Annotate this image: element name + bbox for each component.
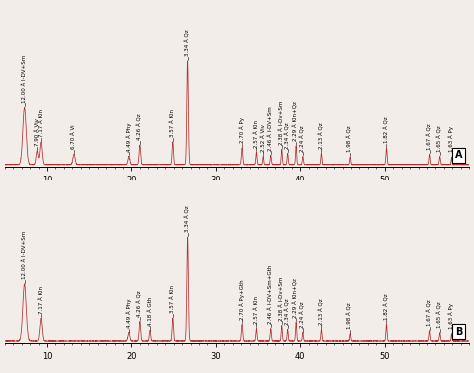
Text: 1.82 Å Qz: 1.82 Å Qz [384,117,389,143]
Text: 2.57 Å Kln: 2.57 Å Kln [254,296,259,324]
Text: 3.57 Å Kln: 3.57 Å Kln [170,109,175,137]
Text: B: B [455,327,462,337]
Text: 2.70 Å Py+Gth: 2.70 Å Py+Gth [239,279,245,320]
Text: 4.26 Å Qz: 4.26 Å Qz [137,290,143,317]
Text: 12.00 Å I-DV+Sm: 12.00 Å I-DV+Sm [22,54,27,103]
Text: 2.24 Å Qz: 2.24 Å Qz [301,125,305,152]
Text: 2.46 Å I-DV+Sm: 2.46 Å I-DV+Sm [268,106,273,151]
Text: 1.82 Å Qz: 1.82 Å Qz [384,293,389,320]
Text: 2.34 Å Qz: 2.34 Å Qz [285,122,290,149]
Text: 2.24 Å Qz: 2.24 Å Qz [301,301,305,328]
Text: 12.00 Å I-DV+Sm: 12.00 Å I-DV+Sm [22,231,27,279]
Text: 4.18 Å Gth: 4.18 Å Gth [147,297,153,326]
Text: 2.29 Å Kln+Qz: 2.29 Å Kln+Qz [293,278,299,317]
Text: 2.38 Å I-Dv+Sm: 2.38 Å I-Dv+Sm [279,100,284,145]
Text: 2.13 Å Qz: 2.13 Å Qz [319,298,324,325]
Text: 1.98 Å Qz: 1.98 Å Qz [347,126,353,153]
Text: 3.34 Å Qz: 3.34 Å Qz [185,29,190,56]
Text: 1.63 Å Py: 1.63 Å Py [449,303,455,329]
Text: 2.57 Å Kln: 2.57 Å Kln [254,120,259,148]
Text: 7.17 Å Kln: 7.17 Å Kln [38,285,44,314]
Text: 3.57 Å Kln: 3.57 Å Kln [170,285,175,313]
Text: A: A [455,150,462,160]
Text: 6.70 Å Vi: 6.70 Å Vi [72,125,76,150]
Text: 4.49 Å Phy: 4.49 Å Phy [126,122,132,152]
Text: 1.67 Å Qz: 1.67 Å Qz [427,300,432,326]
Text: 1.67 Å Qz: 1.67 Å Qz [427,123,432,150]
Text: 1.65 Å Qz: 1.65 Å Qz [437,301,442,328]
Text: 4.26 Å Qz: 4.26 Å Qz [137,114,143,140]
Text: 3.34 Å Qz: 3.34 Å Qz [185,206,190,232]
Text: 2.46 Å I-DV+Sm+Gth: 2.46 Å I-DV+Sm+Gth [268,264,273,324]
Text: 1.65 Å Qz: 1.65 Å Qz [437,125,442,152]
Text: 1.98 Å Qz: 1.98 Å Qz [347,303,353,329]
Text: 2.13 Å Qz: 2.13 Å Qz [319,122,324,149]
Text: 2.34 Å Qz: 2.34 Å Qz [285,298,290,325]
Text: 7.90 Å Viv: 7.90 Å Viv [35,118,40,146]
Text: 7.17 Å Kln: 7.17 Å Kln [38,109,44,137]
Text: 2.38 Å I-Dv+Sm: 2.38 Å I-Dv+Sm [279,276,284,321]
Text: 2.70 Å Py: 2.70 Å Py [239,117,245,144]
Text: 2.29 Å Kln+Qz: 2.29 Å Kln+Qz [293,101,299,141]
Text: 1.63 Å Py: 1.63 Å Py [449,126,455,153]
Text: 4.49 Å Phy: 4.49 Å Phy [126,298,132,328]
Text: 2.52 Å Viv: 2.52 Å Viv [261,124,266,152]
